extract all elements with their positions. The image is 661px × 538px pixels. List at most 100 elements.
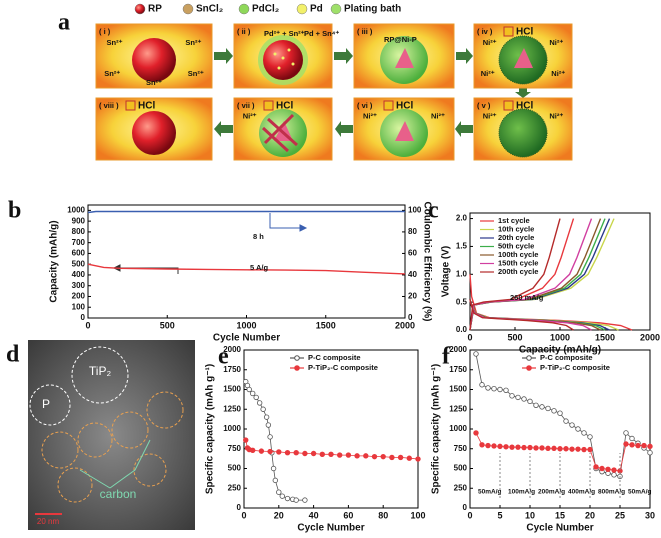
data-point — [263, 414, 270, 420]
data-point — [581, 430, 587, 436]
legend-label: P-C composite — [540, 353, 593, 362]
data-point — [310, 450, 317, 457]
process-arrows — [214, 48, 531, 137]
y-axis-title: Specific capacity (mAh g⁻¹) — [431, 364, 442, 494]
data-point — [647, 450, 653, 456]
data-point — [647, 443, 653, 450]
ion-label: Ni²⁺ — [483, 112, 497, 121]
data-point — [503, 387, 509, 393]
data-point — [509, 393, 515, 399]
legend-label: RP — [148, 4, 162, 15]
data-point — [249, 447, 256, 454]
data-point — [363, 453, 369, 459]
y-tick-label: 750 — [454, 444, 468, 453]
data-point — [380, 453, 386, 460]
legend-icon — [134, 3, 146, 15]
data-point — [533, 402, 539, 408]
plot-frame — [469, 212, 651, 331]
data-point — [515, 444, 521, 450]
y-tick-label: 2000 — [223, 345, 241, 354]
data-point — [267, 434, 273, 440]
annotation: 200mA/g — [538, 489, 565, 496]
y-axis-title: Specific capacity (mAh g⁻¹) — [205, 364, 216, 494]
data-point — [581, 446, 587, 453]
tem-image — [28, 340, 195, 530]
ion-label: Ni²⁺ — [243, 112, 257, 121]
data-point — [328, 451, 334, 457]
data-point — [243, 437, 249, 443]
ion-label: Sn²⁺ — [188, 69, 204, 78]
x-tick-label: 100 — [410, 510, 425, 520]
x-tick-label: 1000 — [236, 320, 256, 330]
y-tick-label: 750 — [228, 444, 242, 453]
y2-tick-label: 40 — [408, 270, 417, 279]
legend-marker — [294, 355, 300, 361]
legend-icon — [238, 3, 250, 15]
data-point — [354, 453, 360, 459]
data-point — [302, 450, 308, 457]
reagent-icon — [503, 26, 514, 37]
data-point — [515, 394, 521, 401]
y-tick-label: 1.5 — [456, 242, 468, 251]
annotation-arrows — [269, 213, 308, 232]
data-point — [539, 404, 545, 410]
reagent-icon — [263, 100, 274, 111]
data-point — [539, 445, 545, 451]
data-point — [551, 408, 557, 414]
ion-label: Sn²⁺ — [146, 78, 162, 87]
data-point — [563, 446, 569, 452]
legend-label: Plating bath — [344, 4, 401, 15]
data-point — [557, 410, 563, 416]
y-tick-label: 100 — [72, 302, 86, 311]
rp-core — [395, 121, 414, 141]
x-tick-label: 0 — [467, 510, 472, 520]
plot-frame — [87, 204, 406, 319]
legend-label: 100th cycle — [498, 250, 538, 259]
data-point — [491, 443, 497, 449]
data-point — [485, 385, 491, 391]
data-point — [397, 454, 404, 461]
y-axis-title: Capacity (mAh/g) — [49, 220, 60, 302]
y2-axis-title: Coulombic Efficiency (%) — [421, 201, 432, 321]
y-tick-label: 600 — [72, 249, 86, 258]
ion-label: Sn²⁺ — [185, 38, 201, 47]
pd-dot — [273, 52, 277, 56]
etched-shell — [261, 113, 299, 153]
y-axis-title: Voltage (V) — [441, 246, 452, 297]
data-point — [293, 450, 299, 456]
data-point — [279, 493, 285, 499]
step-label: ( vii ) — [237, 101, 255, 110]
data-point — [491, 386, 497, 392]
legend-label: P-C composite — [308, 353, 361, 362]
y-tick-label: 700 — [72, 238, 86, 247]
legend-icon — [182, 3, 194, 15]
data-point — [260, 406, 266, 412]
panel-label: a — [58, 10, 70, 36]
x-tick-label: 80 — [378, 510, 388, 520]
data-point — [258, 448, 265, 454]
data-point — [265, 422, 272, 428]
x-tick-label: 10 — [525, 510, 535, 520]
legend-label: 200th cycle — [498, 267, 538, 276]
data-point — [551, 445, 557, 452]
series-line — [469, 218, 574, 331]
y-tick-label: 1000 — [449, 424, 467, 433]
data-point — [623, 441, 629, 447]
step-label: ( ii ) — [237, 27, 251, 36]
legend-marker — [526, 355, 532, 361]
data-point — [503, 444, 509, 450]
data-point — [527, 398, 533, 405]
data-point — [479, 442, 485, 448]
data-point — [641, 442, 647, 449]
x-axis-title: Cycle Number — [213, 333, 280, 344]
legend-marker — [526, 365, 532, 371]
annotation: 800mA/g — [598, 489, 625, 496]
data-point — [605, 466, 611, 472]
data-point — [611, 472, 617, 478]
data-point — [345, 452, 352, 458]
y-tick-label: 1000 — [223, 424, 241, 433]
ion-label: Ni²⁺ — [481, 69, 495, 78]
data-point — [629, 435, 635, 442]
legend-label: PdCl₂ — [252, 4, 279, 15]
data-point — [569, 422, 575, 428]
